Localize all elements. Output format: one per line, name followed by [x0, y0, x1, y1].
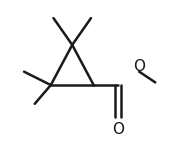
Text: O: O [112, 122, 124, 137]
Text: O: O [133, 59, 145, 74]
